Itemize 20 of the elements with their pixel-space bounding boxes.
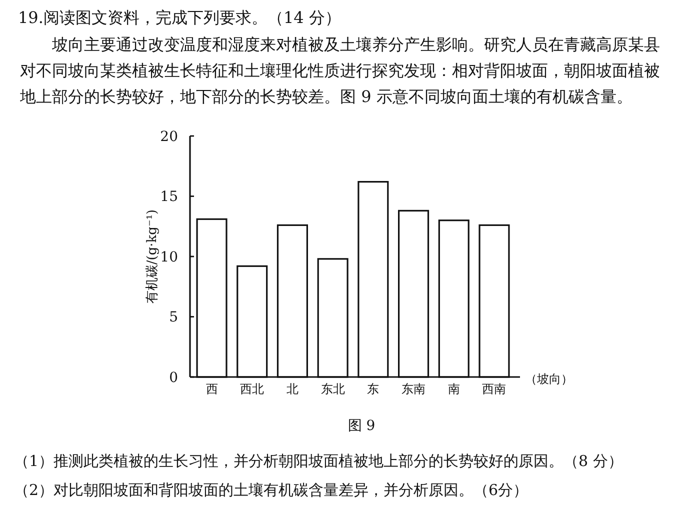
x-tick-label: 东: [367, 382, 380, 396]
y-axis-title: 有机碳/(g·kg⁻¹): [145, 209, 160, 304]
x-tick-label: 西北: [240, 382, 264, 396]
x-axis-title: （坡向）: [525, 372, 573, 386]
chart-subtitle: 坡向主要通过改变温度和湿度来对植被及土壤养分产生影响。研究人员在青藏高原某县对不同坡向某类植被生长特征和土壤理化性质进行探究发现：相对背阳坡面，朝阳坡面植被地上部分的长势较好，地下部分的长势较差。图 9 示意不同坡向面土壤的有机碳含量。: [19, 35, 660, 106]
y-tick-label: 0: [169, 370, 178, 386]
caption: 图 9: [348, 418, 376, 434]
x-tick-label: 西南: [482, 382, 506, 396]
y-tick-label: 10: [160, 249, 178, 266]
y-tick-label: 5: [169, 310, 178, 326]
x-tick-label: 东南: [402, 382, 426, 396]
text: （1）推测此类植被的生长习性，并分析朝阳坡面植被地上部分的长势较好的原因。（8 分）: [14, 452, 623, 470]
y-tick-label: 15: [160, 189, 178, 206]
x-tick-label: 南: [448, 382, 460, 396]
x-tick-label: 东北: [320, 382, 345, 396]
x-tick-label: 西: [206, 382, 218, 396]
chart-title: 19.阅读图文资料，完成下列要求。（14 分）: [18, 8, 341, 27]
x-tick-label: 北: [286, 382, 298, 396]
y-tick-label: 20: [160, 128, 178, 145]
text: （2）对比朝阳坡面和背阳坡面的土壤有机碳含量差异，并分析原因。（6分）: [14, 481, 528, 499]
